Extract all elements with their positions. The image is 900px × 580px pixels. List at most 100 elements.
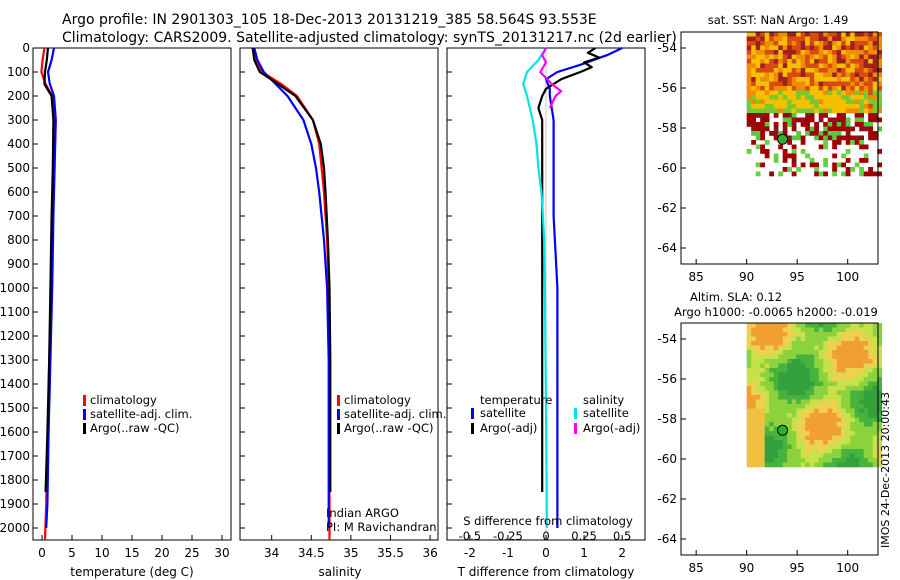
- heatmap-cell: [746, 390, 752, 396]
- heatmap-cell: [863, 41, 869, 46]
- heatmap-cell: [773, 422, 779, 427]
- heatmap-cell: [782, 50, 788, 55]
- heatmap-cell: [778, 36, 783, 42]
- heatmap-cell: [791, 395, 797, 400]
- heatmap-cell: [787, 50, 792, 55]
- y-tick-label: 1300: [0, 353, 30, 367]
- heatmap-cell: [868, 386, 873, 391]
- heatmap-cell: [805, 45, 810, 51]
- heatmap-cell: [850, 422, 855, 427]
- heatmap-cell: [809, 99, 815, 105]
- heatmap-cell: [836, 413, 842, 418]
- heatmap-cell: [787, 422, 792, 427]
- heatmap-cell: [746, 435, 752, 441]
- heatmap-cell: [764, 395, 770, 400]
- heatmap-cell: [823, 50, 828, 55]
- heatmap-cell: [787, 368, 792, 373]
- heatmap-cell: [877, 63, 882, 69]
- heatmap-cell: [805, 108, 810, 114]
- heatmap-cell: [782, 332, 788, 337]
- heatmap-cell: [778, 381, 783, 387]
- heatmap-cell: [773, 135, 779, 141]
- heatmap-cell: [751, 359, 756, 364]
- heatmap-cell: [872, 131, 878, 136]
- sst-heatmap-cells: [746, 32, 882, 177]
- map-x-tick-label: 90: [739, 270, 754, 284]
- heatmap-cell: [872, 336, 878, 342]
- heatmap-cell: [863, 417, 869, 423]
- heatmap-cell: [832, 90, 837, 96]
- heatmap-cell: [791, 327, 797, 333]
- heatmap-cell: [778, 341, 783, 346]
- heatmap-cell: [872, 99, 878, 105]
- heatmap-cell: [769, 413, 774, 418]
- heatmap-cell: [751, 131, 756, 136]
- heatmap-cell: [809, 345, 815, 351]
- heatmap-cell: [800, 104, 806, 109]
- heatmap-cell: [841, 86, 846, 91]
- heatmap-cell: [850, 63, 855, 69]
- heatmap-cell: [845, 77, 851, 82]
- heatmap-cell: [859, 104, 864, 109]
- x-tick-label: 34.5: [298, 546, 325, 560]
- heatmap-cell: [751, 435, 756, 441]
- heatmap-cell: [755, 332, 761, 337]
- heatmap-cell: [818, 341, 824, 346]
- heatmap-cell: [769, 363, 774, 369]
- heatmap-cell: [791, 104, 797, 109]
- heatmap-cell: [751, 122, 756, 127]
- heatmap-cell: [814, 332, 819, 337]
- heatmap-cell: [769, 435, 774, 441]
- heatmap-cell: [832, 327, 837, 333]
- heatmap-cell: [782, 386, 788, 391]
- heatmap-cell: [809, 413, 815, 418]
- difference-panel: -2 -1 0 1 2 -0.5 -0.25 0 0.25 0.5 S difference f…: [446, 47, 646, 579]
- heatmap-cell: [755, 86, 761, 91]
- heatmap-cell: [823, 350, 828, 355]
- heatmap-cell: [877, 377, 882, 382]
- heatmap-cell: [832, 50, 837, 55]
- heatmap-cell: [850, 426, 855, 432]
- heatmap-cell: [809, 50, 815, 55]
- heatmap-cell: [769, 359, 774, 364]
- heatmap-cell: [778, 72, 783, 78]
- heatmap-cell: [782, 126, 788, 132]
- heatmap-cell: [791, 36, 797, 42]
- heatmap-cell: [755, 81, 761, 87]
- heatmap-cell: [746, 341, 752, 346]
- heatmap-cell: [859, 63, 864, 69]
- heatmap-cell: [769, 368, 774, 373]
- heatmap-cell: [764, 45, 770, 51]
- heatmap-cell: [872, 431, 878, 436]
- heatmap-cell: [769, 95, 774, 100]
- heatmap-cell: [760, 131, 765, 136]
- heatmap-cell: [778, 417, 783, 423]
- heatmap-cell: [787, 327, 792, 333]
- heatmap-cell: [796, 336, 801, 342]
- heatmap-cell: [845, 350, 851, 355]
- heatmap-cell: [859, 341, 864, 346]
- heatmap-cell: [818, 449, 824, 454]
- heatmap-cell: [832, 45, 837, 51]
- heatmap-cell: [827, 368, 833, 373]
- heatmap-cell: [751, 363, 756, 369]
- heatmap-cell: [755, 36, 761, 42]
- heatmap-cell: [823, 122, 828, 127]
- heatmap-cell: [787, 95, 792, 100]
- heatmap-cell: [854, 404, 860, 409]
- heatmap-cell: [782, 359, 788, 364]
- heatmap-cell: [859, 363, 864, 369]
- heatmap-cell: [782, 363, 788, 369]
- heatmap-cell: [796, 50, 801, 55]
- heatmap-cell: [796, 63, 801, 69]
- map-x-tick-label: 95: [790, 270, 805, 284]
- heatmap-cell: [823, 440, 828, 445]
- heatmap-cell: [773, 72, 779, 78]
- heatmap-cell: [805, 426, 810, 432]
- heatmap-cell: [805, 54, 810, 60]
- heatmap-cell: [796, 95, 801, 100]
- heatmap-cell: [769, 336, 774, 342]
- heatmap-cell: [782, 372, 788, 378]
- heatmap-cell: [850, 399, 855, 405]
- heatmap-cell: [827, 341, 833, 346]
